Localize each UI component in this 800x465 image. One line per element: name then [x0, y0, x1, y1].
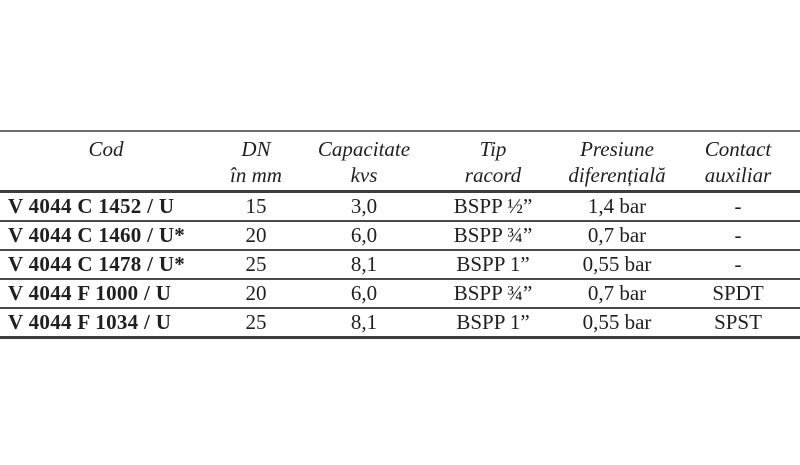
header-line1: Tip — [479, 137, 507, 161]
cell-dn: 15 — [212, 191, 300, 222]
header-line1: DN — [241, 137, 271, 161]
cell-contact: - — [676, 250, 800, 280]
cell-kvs: 6,0 — [300, 221, 428, 251]
cell-kvs: 3,0 — [300, 191, 428, 222]
column-header-capacitate: Capacitate kvs — [300, 131, 428, 193]
cell-contact: - — [676, 191, 800, 222]
cell-kvs: 8,1 — [300, 250, 428, 280]
column-header-presiune: Presiune diferențială — [558, 131, 676, 193]
table-row: V 4044 C 1452 / U 15 3,0 BSPP ½” 1,4 bar… — [0, 191, 800, 222]
cell-dn: 25 — [245, 310, 267, 334]
cell-cod: V 4044 F 1000 / U — [0, 279, 212, 309]
cell-dn: 20 — [212, 279, 300, 309]
cell-presiune: 0,7 bar — [558, 279, 676, 309]
column-header-dn: DN în mm — [212, 131, 300, 193]
table-row: V 4044 F 1034 / U 25 8,1 BSPP 1” 0,55 ba… — [0, 308, 800, 338]
cell-presiune: 0,7 bar — [558, 221, 676, 251]
cell-cod: V 4044 C 1478 / U* — [0, 250, 212, 280]
cell-cod: V 4044 C 1460 / U* — [0, 221, 212, 251]
cell-contact: - — [676, 221, 800, 251]
header-line1: Capacitate — [317, 137, 411, 161]
cell-cod: V 4044 C 1452 / U — [0, 191, 212, 222]
column-header-cod: Cod — [0, 131, 212, 193]
cell-tip-racord: BSPP 1” — [428, 250, 558, 280]
header-line2: în mm — [230, 163, 282, 187]
header-line2: kvs — [350, 163, 378, 187]
header-line1: Contact — [704, 137, 772, 161]
cell-presiune: 1,4 bar — [558, 191, 676, 222]
table-row: V 4044 C 1478 / U* 25 8,1 BSPP 1” 0,55 b… — [0, 250, 800, 280]
table-row: V 4044 F 1000 / U 20 6,0 BSPP ¾” 0,7 bar… — [0, 279, 800, 309]
valve-spec-table: Cod DN în mm Capacitate kvs Tip racord P… — [0, 130, 800, 339]
header-row: Cod DN în mm Capacitate kvs Tip racord P… — [0, 131, 800, 193]
column-header-contact: Contact auxiliar — [676, 131, 800, 193]
column-header-tip-racord: Tip racord — [428, 131, 558, 193]
cell-presiune: 0,55 bar — [582, 310, 652, 334]
cell-dn: 25 — [212, 250, 300, 280]
header-line1: Cod — [88, 137, 124, 161]
cell-cod: V 4044 F 1034 / U — [8, 310, 172, 334]
cell-tip-racord: BSPP 1” — [456, 310, 530, 334]
table-header: Cod DN în mm Capacitate kvs Tip racord P… — [0, 131, 800, 193]
header-line2: diferențială — [568, 163, 666, 187]
header-line2: racord — [464, 163, 522, 187]
header-line2: auxiliar — [704, 163, 772, 187]
cell-tip-racord: BSPP ¾” — [428, 221, 558, 251]
cell-presiune: 0,55 bar — [558, 250, 676, 280]
cell-contact: SPDT — [676, 279, 800, 309]
cell-kvs: 8,1 — [350, 310, 378, 334]
cell-tip-racord: BSPP ¾” — [428, 279, 558, 309]
cell-contact: SPST — [714, 310, 762, 334]
header-line1: Presiune — [580, 137, 654, 161]
cell-tip-racord: BSPP ½” — [428, 191, 558, 222]
table-body: V 4044 C 1452 / U 15 3,0 BSPP ½” 1,4 bar… — [0, 191, 800, 338]
cell-dn: 20 — [212, 221, 300, 251]
table-row: V 4044 C 1460 / U* 20 6,0 BSPP ¾” 0,7 ba… — [0, 221, 800, 251]
cell-kvs: 6,0 — [300, 279, 428, 309]
